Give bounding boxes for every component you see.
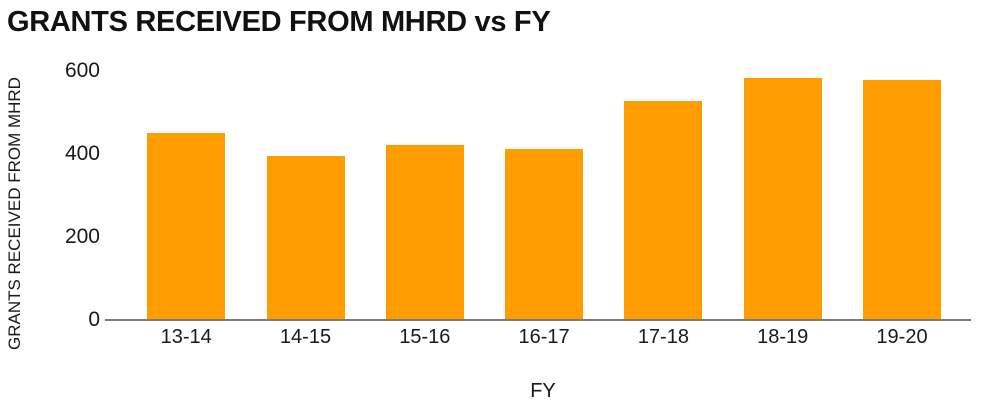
x-tick-label-16-17: 16-17 <box>518 326 570 348</box>
bar-14-15 <box>266 156 345 320</box>
y-tick-label-600: 600 <box>64 59 100 82</box>
bar-15-16 <box>385 144 464 320</box>
x-tick-label-15-16: 15-16 <box>399 326 451 348</box>
x-tick-label-17-18: 17-18 <box>637 326 689 348</box>
y-tick-label-0: 0 <box>88 308 100 331</box>
y-tick-label-400: 400 <box>64 142 100 165</box>
bar-19-20 <box>863 79 941 320</box>
x-tick-label-18-19: 18-19 <box>757 326 809 348</box>
x-axis-title: FY <box>530 380 556 402</box>
x-tick-label-14-15: 14-15 <box>279 326 332 348</box>
bar-13-14 <box>147 133 226 320</box>
bar-17-18 <box>624 101 703 320</box>
x-tick-label-19-20: 19-20 <box>876 326 928 348</box>
x-axis-line <box>105 319 971 321</box>
y-tick-label-200: 200 <box>64 225 100 248</box>
x-tick-label-13-14: 13-14 <box>160 326 212 348</box>
bar-16-17 <box>505 149 584 320</box>
chart-title: GRANTS RECEIVED FROM MHRD vs FY <box>7 6 551 38</box>
bar-18-19 <box>743 78 822 320</box>
